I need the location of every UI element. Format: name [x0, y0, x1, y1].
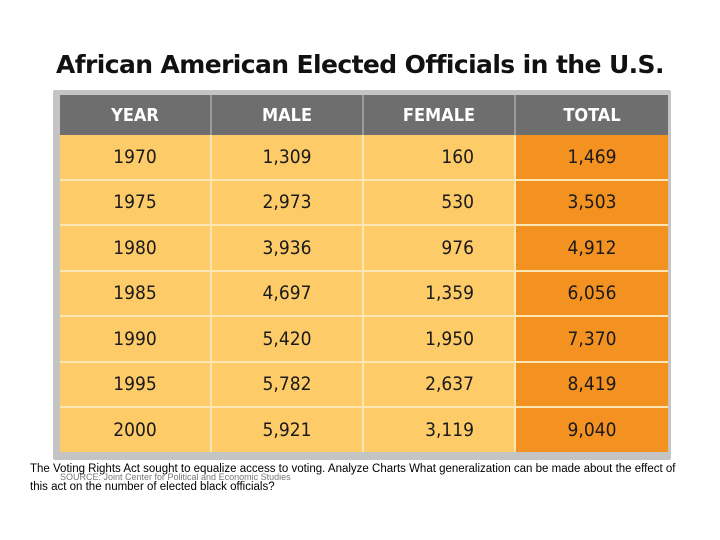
column-header-year: YEAR: [60, 95, 212, 135]
table-row: 1985 4,697 1,359 6,056: [60, 271, 668, 317]
cell-male: 3,936: [212, 226, 364, 272]
cell-male: 2,973: [212, 180, 364, 226]
table-row: 1980 3,936 976 4,912: [60, 226, 668, 272]
column-header-male: MALE: [212, 95, 364, 135]
cell-total: 3,503: [516, 180, 668, 226]
cell-male: 1,309: [212, 135, 364, 181]
chart-title: African American Elected Officials in th…: [56, 50, 664, 79]
cell-year: 1990: [60, 317, 212, 363]
cell-male: 4,697: [212, 271, 364, 317]
column-header-female: FEMALE: [364, 95, 516, 135]
data-table: YEAR MALE FEMALE TOTAL 1970 1,309 160 1,469…: [60, 95, 668, 452]
cell-female: 976: [364, 226, 516, 272]
cell-female: 3,119: [364, 408, 516, 452]
cell-year: 1985: [60, 271, 212, 317]
cell-year: 1975: [60, 180, 212, 226]
cell-male: 5,921: [212, 408, 364, 452]
table-row: 2000 5,921 3,119 9,040: [60, 408, 668, 452]
header-row: YEAR MALE FEMALE TOTAL: [60, 95, 668, 135]
cell-year: 1995: [60, 362, 212, 408]
cell-total: 9,040: [516, 408, 668, 452]
question-caption: The Voting Rights Act sought to equalize…: [30, 463, 676, 493]
column-header-total: TOTAL: [516, 95, 668, 135]
cell-male: 5,420: [212, 317, 364, 363]
table-row: 1970 1,309 160 1,469: [60, 135, 668, 181]
cell-female: 1,950: [364, 317, 516, 363]
source-note: SOURCE: Joint Center for Political and E…: [60, 472, 291, 482]
cell-year: 1980: [60, 226, 212, 272]
cell-total: 1,469: [516, 135, 668, 181]
cell-female: 2,637: [364, 362, 516, 408]
cell-year: 1970: [60, 135, 212, 181]
cell-year: 2000: [60, 408, 212, 452]
table-row: 1975 2,973 530 3,503: [60, 180, 668, 226]
cell-total: 4,912: [516, 226, 668, 272]
table-row: 1995 5,782 2,637 8,419: [60, 362, 668, 408]
cell-female: 530: [364, 180, 516, 226]
cell-total: 6,056: [516, 271, 668, 317]
cell-female: 1,359: [364, 271, 516, 317]
cell-total: 7,370: [516, 317, 668, 363]
table-row: 1990 5,420 1,950 7,370: [60, 317, 668, 363]
cell-female: 160: [364, 135, 516, 181]
cell-male: 5,782: [212, 362, 364, 408]
cell-total: 8,419: [516, 362, 668, 408]
